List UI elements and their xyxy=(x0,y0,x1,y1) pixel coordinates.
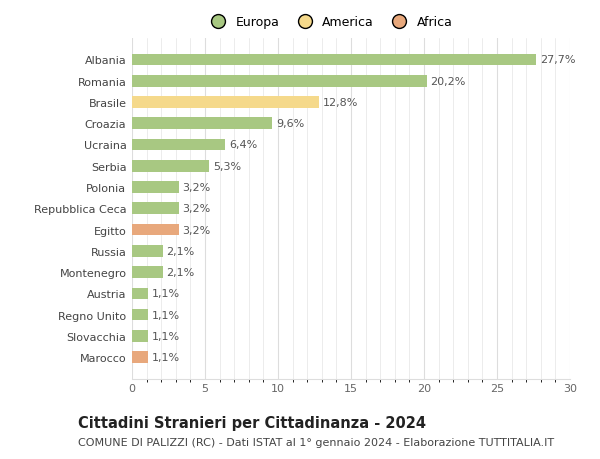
Bar xyxy=(132,182,179,193)
Text: 1,1%: 1,1% xyxy=(152,310,180,320)
Text: 1,1%: 1,1% xyxy=(152,331,180,341)
Text: Cittadini Stranieri per Cittadinanza - 2024: Cittadini Stranieri per Cittadinanza - 2… xyxy=(78,415,426,431)
Bar xyxy=(132,55,536,66)
Legend: Europa, America, Africa: Europa, America, Africa xyxy=(206,17,452,29)
Bar xyxy=(132,161,209,172)
Bar xyxy=(132,224,179,236)
Text: 3,2%: 3,2% xyxy=(182,225,211,235)
Bar xyxy=(132,76,427,87)
Text: 6,4%: 6,4% xyxy=(229,140,257,150)
Bar xyxy=(132,118,272,130)
Text: 9,6%: 9,6% xyxy=(276,119,304,129)
Bar xyxy=(132,140,226,151)
Text: 1,1%: 1,1% xyxy=(152,289,180,299)
Bar xyxy=(132,309,148,321)
Text: 20,2%: 20,2% xyxy=(431,77,466,86)
Text: 12,8%: 12,8% xyxy=(323,98,358,108)
Bar xyxy=(132,288,148,300)
Text: COMUNE DI PALIZZI (RC) - Dati ISTAT al 1° gennaio 2024 - Elaborazione TUTTITALIA: COMUNE DI PALIZZI (RC) - Dati ISTAT al 1… xyxy=(78,437,554,447)
Text: 2,1%: 2,1% xyxy=(166,246,194,256)
Bar xyxy=(132,330,148,342)
Text: 3,2%: 3,2% xyxy=(182,204,211,214)
Text: 3,2%: 3,2% xyxy=(182,183,211,193)
Bar xyxy=(132,97,319,109)
Text: 27,7%: 27,7% xyxy=(540,55,575,65)
Text: 1,1%: 1,1% xyxy=(152,353,180,363)
Bar xyxy=(132,267,163,278)
Bar xyxy=(132,203,179,215)
Text: 5,3%: 5,3% xyxy=(213,162,241,171)
Bar xyxy=(132,246,163,257)
Text: 2,1%: 2,1% xyxy=(166,268,194,278)
Bar xyxy=(132,352,148,363)
